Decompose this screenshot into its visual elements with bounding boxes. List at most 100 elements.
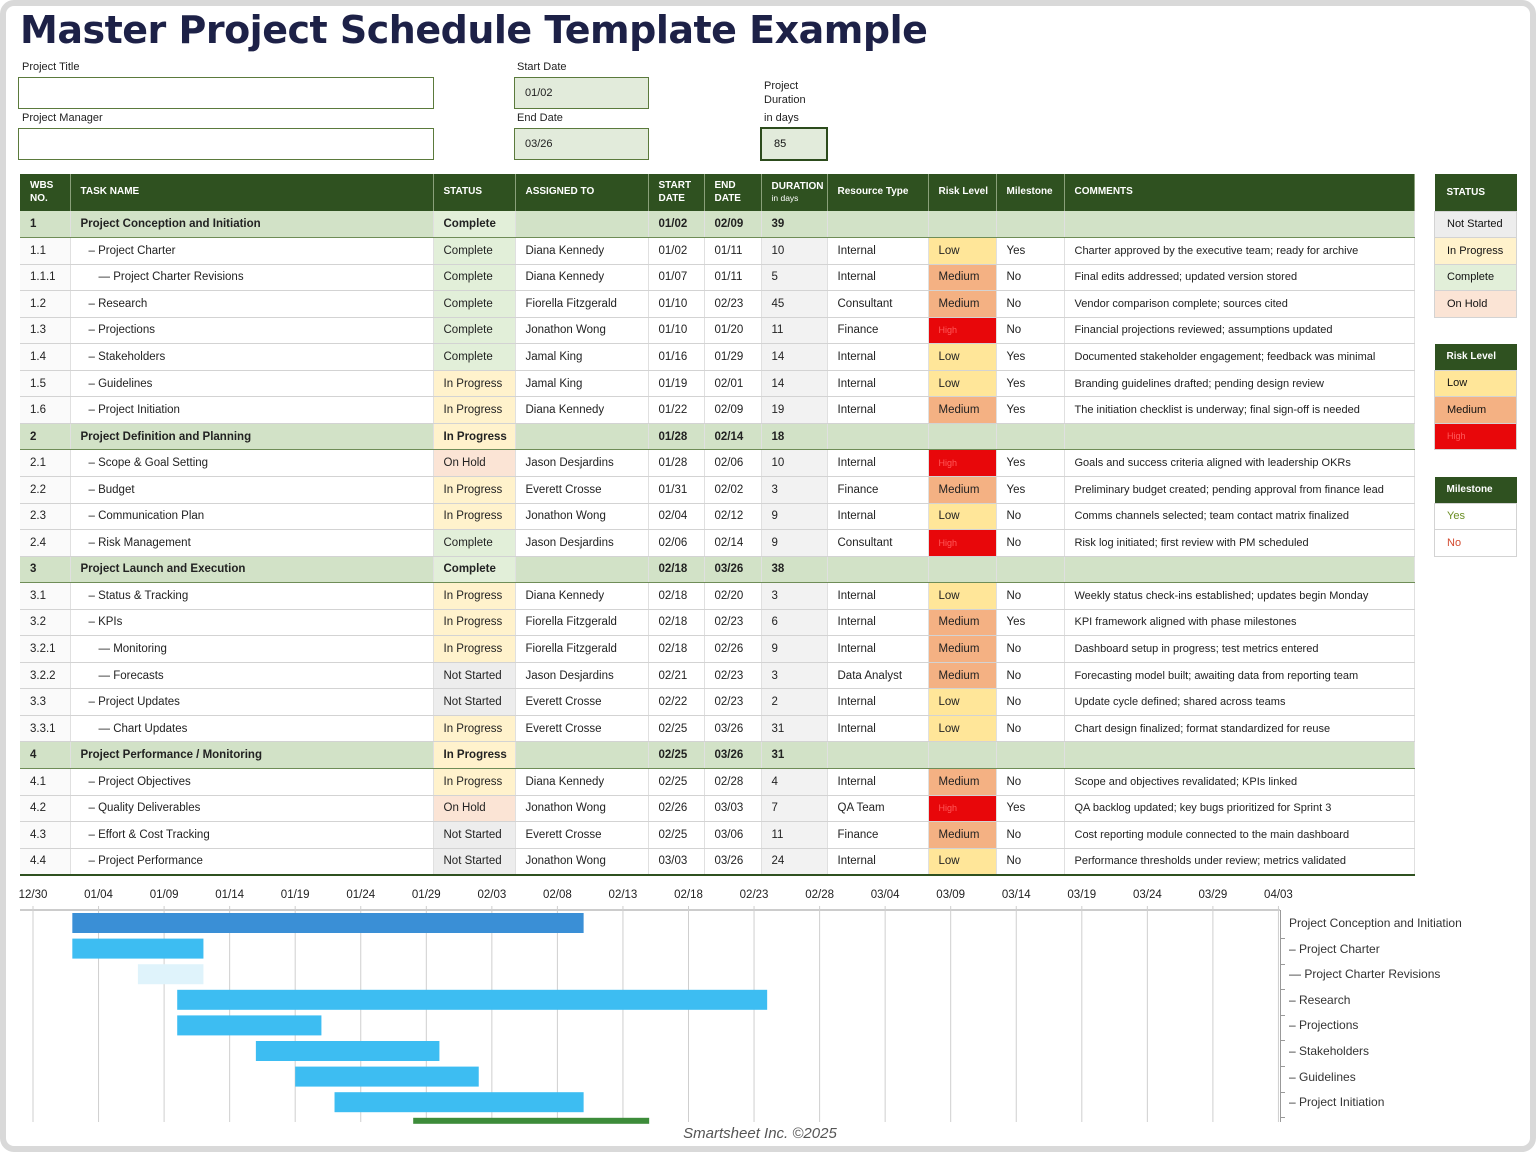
start-date-cell[interactable]: 02/25 xyxy=(648,715,705,743)
duration-cell[interactable]: 2 xyxy=(761,688,828,716)
task-name-cell[interactable]: – Quality Deliverables xyxy=(70,795,434,823)
assigned-to-cell[interactable]: Jamal King xyxy=(515,343,649,371)
end-date-cell[interactable]: 02/23 xyxy=(704,290,762,318)
end-date-cell[interactable]: 03/26 xyxy=(704,848,762,876)
end-date-cell[interactable]: 01/20 xyxy=(704,317,762,345)
status-cell[interactable]: In Progress xyxy=(433,715,516,743)
resource-type-cell[interactable]: Finance xyxy=(827,476,929,504)
start-date-cell[interactable]: 01/22 xyxy=(648,396,705,424)
duration-cell[interactable]: 3 xyxy=(761,476,828,504)
end-date-cell[interactable]: 02/23 xyxy=(704,662,762,690)
phase-row[interactable]: 1 Project Conception and Initiation Comple… xyxy=(20,211,1415,239)
start-date-cell[interactable]: 01/02 xyxy=(648,237,705,265)
status-cell[interactable]: In Progress xyxy=(433,635,516,663)
start-date-cell[interactable]: 02/04 xyxy=(648,503,705,531)
duration-cell[interactable]: 14 xyxy=(761,370,828,398)
risk-level-cell[interactable]: Low xyxy=(928,715,997,743)
task-name-cell[interactable]: — Forecasts xyxy=(70,662,434,690)
assigned-to-cell[interactable]: Diana Kennedy xyxy=(515,582,649,610)
milestone-cell[interactable]: No xyxy=(996,848,1065,876)
status-cell[interactable]: On Hold xyxy=(433,449,516,477)
duration-cell[interactable]: 3 xyxy=(761,582,828,610)
comments-cell[interactable] xyxy=(1064,556,1415,584)
header-risk-level[interactable]: Risk Level xyxy=(928,174,997,211)
duration-cell[interactable]: 9 xyxy=(761,635,828,663)
start-date-cell[interactable]: 02/25 xyxy=(648,768,705,796)
risk-level-cell[interactable]: High xyxy=(928,317,997,345)
milestone-cell[interactable]: No xyxy=(996,264,1065,292)
wbs-cell[interactable]: 1.1 xyxy=(20,237,71,265)
comments-cell[interactable]: Branding guidelines drafted; pending des… xyxy=(1064,370,1415,398)
task-name-cell[interactable]: – Effort & Cost Tracking xyxy=(70,821,434,849)
risk-level-cell[interactable]: Low xyxy=(928,503,997,531)
duration-cell[interactable]: 4 xyxy=(761,768,828,796)
comments-cell[interactable]: Forecasting model built; awaiting data f… xyxy=(1064,662,1415,690)
start-date-cell[interactable]: 02/25 xyxy=(648,741,705,769)
start-date-cell[interactable]: 02/21 xyxy=(648,662,705,690)
wbs-cell[interactable]: 2.1 xyxy=(20,449,71,477)
risk-level-cell[interactable]: Low xyxy=(928,343,997,371)
resource-type-cell[interactable]: Internal xyxy=(827,396,929,424)
task-row[interactable]: 3.3.1— Chart Updates In Progress Everett C… xyxy=(20,715,1415,743)
risk-level-cell[interactable] xyxy=(928,423,997,451)
end-date-cell[interactable]: 01/11 xyxy=(704,237,762,265)
resource-type-cell[interactable] xyxy=(827,211,929,239)
resource-type-cell[interactable] xyxy=(827,556,929,584)
end-date-cell[interactable]: 03/26 xyxy=(704,715,762,743)
duration-cell[interactable]: 5 xyxy=(761,264,828,292)
assigned-to-cell[interactable]: Jonathon Wong xyxy=(515,795,649,823)
duration-cell[interactable]: 39 xyxy=(761,211,828,239)
task-name-cell[interactable]: — Chart Updates xyxy=(70,715,434,743)
resource-type-cell[interactable] xyxy=(827,741,929,769)
status-cell[interactable]: Complete xyxy=(433,211,516,239)
task-row[interactable]: 2.1– Scope & Goal Setting On Hold Jason De… xyxy=(20,449,1415,477)
wbs-cell[interactable]: 3.3 xyxy=(20,688,71,716)
phase-row[interactable]: 4 Project Performance / Monitoring In Prog… xyxy=(20,741,1415,769)
start-date-cell[interactable]: 01/28 xyxy=(648,423,705,451)
wbs-cell[interactable]: 1.5 xyxy=(20,370,71,398)
end-date-cell[interactable]: 02/09 xyxy=(704,396,762,424)
risk-level-cell[interactable]: Low xyxy=(928,582,997,610)
task-row[interactable]: 3.2.2— Forecasts Not Started Jason Desjard… xyxy=(20,662,1415,690)
start-date-cell[interactable]: 02/18 xyxy=(648,609,705,637)
comments-cell[interactable]: Cost reporting module connected to the m… xyxy=(1064,821,1415,849)
resource-type-cell[interactable]: Internal xyxy=(827,635,929,663)
end-date-cell[interactable]: 02/09 xyxy=(704,211,762,239)
comments-cell[interactable]: The initiation checklist is underway; fi… xyxy=(1064,396,1415,424)
resource-type-cell[interactable]: Internal xyxy=(827,370,929,398)
start-date-cell[interactable]: 01/02 xyxy=(648,211,705,239)
comments-cell[interactable]: Risk log initiated; first review with PM… xyxy=(1064,529,1415,557)
start-date-cell[interactable]: 01/31 xyxy=(648,476,705,504)
task-name-cell[interactable]: – Budget xyxy=(70,476,434,504)
resource-type-cell[interactable]: Internal xyxy=(827,848,929,876)
milestone-cell[interactable]: Yes xyxy=(996,609,1065,637)
end-date-cell[interactable]: 03/26 xyxy=(704,556,762,584)
project-manager-field[interactable] xyxy=(18,128,434,160)
end-date-cell[interactable]: 02/12 xyxy=(704,503,762,531)
resource-type-cell[interactable]: Internal xyxy=(827,237,929,265)
risk-level-cell[interactable]: Medium xyxy=(928,264,997,292)
wbs-cell[interactable]: 1.2 xyxy=(20,290,71,318)
start-date-cell[interactable]: 02/18 xyxy=(648,582,705,610)
wbs-cell[interactable]: 4 xyxy=(20,741,71,769)
comments-cell[interactable]: Documented stakeholder engagement; feedb… xyxy=(1064,343,1415,371)
resource-type-cell[interactable]: Internal xyxy=(827,264,929,292)
header-end-date[interactable]: END DATE xyxy=(704,174,762,211)
comments-cell[interactable]: KPI framework aligned with phase milesto… xyxy=(1064,609,1415,637)
resource-type-cell[interactable]: Internal xyxy=(827,503,929,531)
duration-cell[interactable]: 31 xyxy=(761,715,828,743)
task-row[interactable]: 1.5– Guidelines In Progress Jamal King 01/1… xyxy=(20,370,1415,398)
status-cell[interactable]: Complete xyxy=(433,317,516,345)
assigned-to-cell[interactable]: Jamal King xyxy=(515,370,649,398)
wbs-cell[interactable]: 1 xyxy=(20,211,71,239)
start-date-cell[interactable]: 02/06 xyxy=(648,529,705,557)
status-cell[interactable]: In Progress xyxy=(433,476,516,504)
header-comments[interactable]: COMMENTS xyxy=(1064,174,1415,211)
resource-type-cell[interactable]: Finance xyxy=(827,317,929,345)
status-cell[interactable]: Complete xyxy=(433,556,516,584)
task-name-cell[interactable]: – Project Initiation xyxy=(70,396,434,424)
assigned-to-cell[interactable]: Fiorella Fitzgerald xyxy=(515,609,649,637)
wbs-cell[interactable]: 3.3.1 xyxy=(20,715,71,743)
status-cell[interactable]: On Hold xyxy=(433,795,516,823)
milestone-cell[interactable]: No xyxy=(996,715,1065,743)
